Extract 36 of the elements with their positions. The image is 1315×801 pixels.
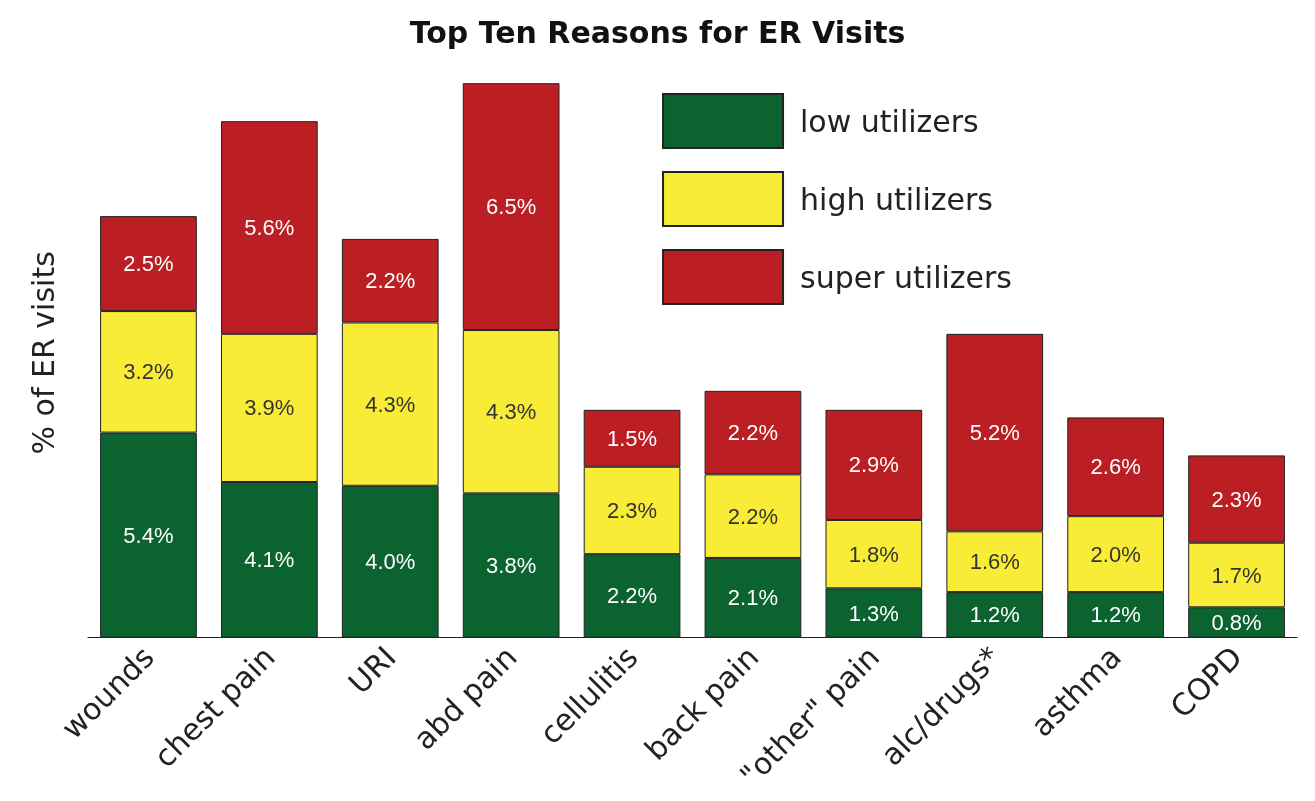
- data-label: 1.6%: [969, 549, 1020, 575]
- y-axis-title: % of ER visits: [25, 251, 61, 455]
- data-label: 1.3%: [848, 600, 899, 626]
- chart-title: Top Ten Reasons for ER Visits: [409, 14, 906, 50]
- data-label: 2.9%: [848, 452, 899, 478]
- data-label: 4.0%: [365, 549, 416, 575]
- x-tick-label: URI: [341, 639, 403, 701]
- data-label: 5.4%: [123, 522, 174, 548]
- legend-label: low utilizers: [800, 103, 979, 139]
- data-label: 5.2%: [969, 420, 1020, 446]
- data-label: 4.3%: [486, 399, 537, 425]
- data-label: 4.3%: [365, 391, 416, 417]
- data-label: 2.2%: [727, 503, 779, 529]
- data-label: 2.2%: [606, 583, 658, 609]
- data-label: 1.7%: [1211, 562, 1262, 588]
- data-label: 4.1%: [244, 547, 295, 573]
- legend-label: high utilizers: [800, 181, 993, 217]
- data-label: 3.9%: [244, 395, 295, 421]
- data-label: 3.2%: [123, 359, 174, 385]
- data-label: 2.2%: [365, 268, 416, 294]
- data-label: 2.5%: [123, 251, 174, 277]
- data-label: 2.0%: [1090, 541, 1141, 567]
- data-label: 2.6%: [1090, 454, 1141, 480]
- data-label: 2.3%: [1211, 486, 1262, 512]
- data-label: 3.8%: [486, 553, 537, 579]
- data-label: 2.2%: [727, 420, 779, 446]
- legend-label: super utilizers: [800, 259, 1013, 295]
- data-label: 2.3%: [606, 497, 658, 523]
- data-label: 1.2%: [969, 602, 1020, 628]
- data-label: 1.2%: [1090, 602, 1141, 628]
- data-label: 5.6%: [244, 215, 295, 241]
- data-label: 1.5%: [606, 425, 658, 451]
- data-label: 0.8%: [1211, 610, 1262, 636]
- data-label: 2.1%: [727, 585, 779, 611]
- data-label: 1.8%: [848, 541, 899, 567]
- data-label: 6.5%: [486, 194, 537, 220]
